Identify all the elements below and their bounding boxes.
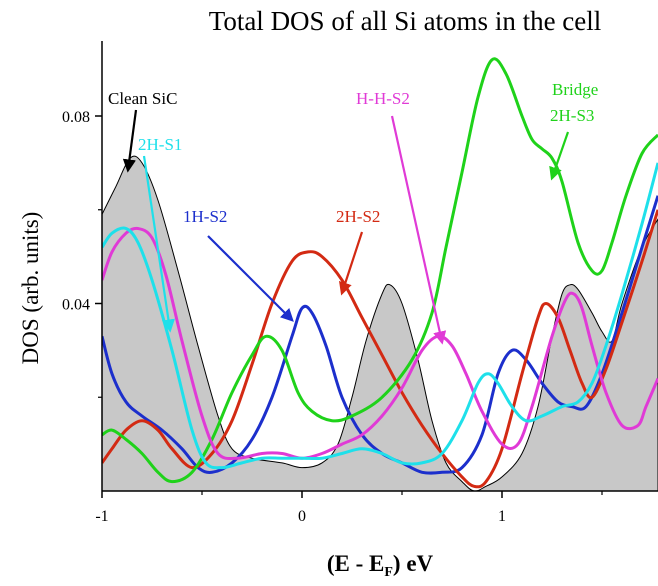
- annotation-bridge-label: Bridge: [552, 80, 598, 99]
- annotation-h-h-s2-label: H-H-S2: [356, 89, 410, 108]
- annotation-clean-sic: Clean SiC: [108, 89, 177, 173]
- annotation-clean-sic-arrow: [122, 109, 138, 173]
- annotation-h-h-s2-arrow: [390, 115, 447, 345]
- annotation-clean-sic-label: Clean SiC: [108, 89, 177, 108]
- x-axis-label: (E - EF) eV: [327, 551, 434, 580]
- x-axis-label-tail: ) eV: [393, 551, 434, 576]
- x-axis-label-sub: F: [384, 565, 393, 580]
- annotation-1h-s2-arrow: [207, 235, 294, 322]
- x-axis-label-main: (E - E: [327, 551, 385, 576]
- annotation-h-h-s2: H-H-S2: [356, 89, 447, 345]
- x-tick-label: 0: [298, 508, 306, 525]
- annotation-1h-s2: 1H-S2: [183, 207, 294, 322]
- annotation-2h-s2-label: 2H-S2: [336, 207, 380, 226]
- annotation-1h-s2-label: 1H-S2: [183, 207, 227, 226]
- series-line-h-h-s2: [102, 226, 658, 461]
- annotation-2h-s2-arrow: [339, 231, 364, 296]
- y-axis-label: DOS (arb. units): [18, 212, 43, 365]
- annotation-2h-s2: 2H-S2: [336, 207, 380, 296]
- annotation-2h-s3-label: 2H-S3: [550, 106, 594, 125]
- clean-sic-filled-area: [102, 155, 658, 491]
- annotation-bridge-2h-s3: Bridge 2H-S3: [549, 80, 598, 181]
- series-line-2h-s2: [102, 209, 658, 489]
- annotation-2h-s1-label: 2H-S1: [138, 135, 182, 154]
- annotation-2h-s1-arrow: [142, 155, 175, 333]
- y-tick-label: 0.04: [62, 297, 90, 314]
- annotation-2h-s1: 2H-S1: [138, 135, 182, 333]
- x-tick-label: -1: [95, 508, 108, 525]
- y-tick-label: 0.08: [62, 109, 90, 126]
- series-line-2h-s1: [102, 162, 658, 470]
- chart-title: Total DOS of all Si atoms in the cell: [209, 6, 602, 36]
- annotation-bridge-2h-s3-arrow: [549, 131, 570, 181]
- x-tick-label: 1: [498, 508, 506, 525]
- series-line-bridge-2h-s3: [102, 57, 658, 484]
